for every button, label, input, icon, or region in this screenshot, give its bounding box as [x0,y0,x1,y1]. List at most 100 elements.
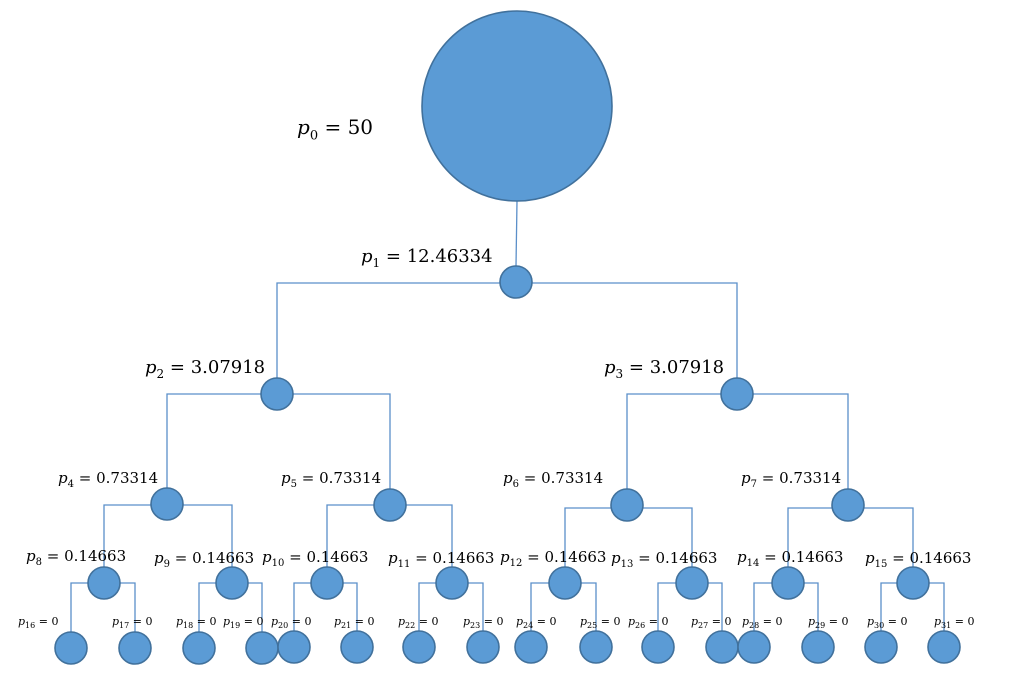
label-subscript: 5 [291,479,297,490]
label-subscript: 30 [874,621,884,630]
label-p8: p8 = 0.14663 [26,547,126,568]
label-subscript: 23 [470,621,480,630]
label-p9: p9 = 0.14663 [154,549,254,570]
label-variable: p [145,357,157,378]
label-p7: p7 = 0.73314 [741,469,841,490]
label-variable: p [503,469,513,487]
label-variable: p [112,615,119,628]
label-p26: p26 = 0 [628,615,668,630]
label-variable: p [516,615,523,628]
label-value: = 0 [951,615,974,628]
label-subscript: 2 [157,367,165,381]
label-variable: p [742,615,749,628]
label-variable: p [154,549,164,567]
label-subscript: 4 [68,479,74,490]
tree-edges [70,200,945,632]
label-p4: p4 = 0.73314 [58,469,158,490]
label-value: = 0.73314 [74,469,158,487]
label-p31: p31 = 0 [934,615,974,630]
label-variable: p [334,615,341,628]
label-p22: p22 = 0 [398,615,438,630]
label-variable: p [223,615,230,628]
label-variable: p [500,548,510,566]
node-p0 [421,10,613,202]
node-p11 [435,566,469,600]
label-value: = 0.73314 [519,469,603,487]
node-p24 [514,630,548,664]
label-variable: p [867,615,874,628]
node-p15 [896,566,930,600]
label-subscript: 16 [25,621,35,630]
label-p1: p1 = 12.46334 [361,246,493,270]
node-p27 [705,630,739,664]
node-p12 [548,566,582,600]
node-p29 [801,630,835,664]
label-subscript: 21 [341,621,351,630]
label-subscript: 12 [510,558,523,569]
node-p13 [675,566,709,600]
node-p6 [610,488,644,522]
label-subscript: 28 [749,621,759,630]
label-variable: p [611,549,621,567]
label-variable: p [604,357,616,378]
node-p30 [864,630,898,664]
label-subscript: 24 [523,621,533,630]
label-p11: p11 = 0.14663 [388,549,494,570]
node-p4 [150,487,184,521]
label-subscript: 17 [119,621,129,630]
node-p25 [579,630,613,664]
label-subscript: 9 [164,559,170,570]
label-value: = 3.07918 [164,357,265,378]
label-p25: p25 = 0 [580,615,620,630]
label-subscript: 1 [373,256,381,270]
label-variable: p [262,548,272,566]
label-p13: p13 = 0.14663 [611,549,717,570]
label-p0: p0 = 50 [297,115,373,144]
label-subscript: 20 [278,621,288,630]
node-p7 [831,488,865,522]
node-p5 [373,488,407,522]
label-subscript: 18 [183,621,193,630]
label-p29: p29 = 0 [808,615,848,630]
node-p21 [340,630,374,664]
label-variable: p [691,615,698,628]
label-p10: p10 = 0.14663 [262,548,368,569]
label-variable: p [741,469,751,487]
label-variable: p [58,469,68,487]
label-subscript: 10 [272,558,285,569]
label-value: = 0 [193,615,216,628]
label-p28: p28 = 0 [742,615,782,630]
label-p19: p19 = 0 [223,615,263,630]
label-subscript: 14 [747,558,760,569]
label-value: = 0 [35,615,58,628]
node-p20 [277,630,311,664]
label-variable: p [388,549,398,567]
node-p8 [87,566,121,600]
label-subscript: 11 [398,559,411,570]
label-variable: p [737,548,747,566]
label-p23: p23 = 0 [463,615,503,630]
label-subscript: 13 [621,559,634,570]
label-value: = 0 [708,615,731,628]
label-subscript: 29 [815,621,825,630]
label-p6: p6 = 0.73314 [503,469,603,490]
label-p30: p30 = 0 [867,615,907,630]
label-subscript: 27 [698,621,708,630]
label-variable: p [271,615,278,628]
label-p24: p24 = 0 [516,615,556,630]
label-value: = 0 [415,615,438,628]
label-subscript: 22 [405,621,415,630]
label-value: = 0 [825,615,848,628]
label-variable: p [18,615,25,628]
label-subscript: 6 [513,479,519,490]
label-variable: p [934,615,941,628]
label-subscript: 25 [587,621,597,630]
label-value: = 0.73314 [297,469,381,487]
label-value: = 0 [240,615,263,628]
label-variable: p [361,246,373,267]
label-variable: p [26,547,36,565]
node-p1 [499,265,533,299]
label-subscript: 3 [616,367,624,381]
